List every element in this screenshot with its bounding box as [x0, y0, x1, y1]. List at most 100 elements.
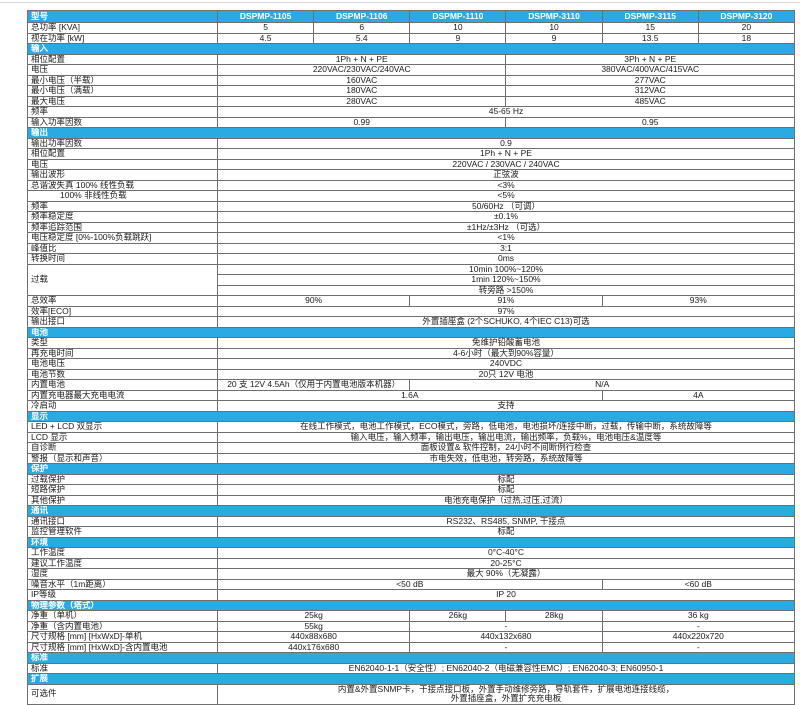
spec-value: 市电失效，低电池，转旁路，系统故障等	[217, 452, 795, 464]
spec-row: 噪音水平（1m距离） <50 dB <60 dB	[27, 578, 796, 590]
spec-value: 输入电压，输入频率，输出电压，输出电流，输出频率，负载%，电池电压&温度等	[217, 431, 795, 443]
spec-value: <3%	[217, 179, 795, 191]
spec-row: 过载 10min 100%~120%	[27, 263, 795, 296]
spec-value: 内置&外置SNMP卡，干接点接口板，外置手动维修旁路，导轨套件，扩展电池连接线缆…	[217, 683, 795, 705]
spec-value: 15	[601, 22, 699, 34]
spec-row: 最大电压 280VAC 485VAC	[27, 95, 795, 107]
spec-value: 280VAC	[216, 95, 507, 107]
row-label: 可选件	[27, 683, 218, 705]
spec-value: 312VAC	[505, 85, 795, 97]
spec-row: 建议工作温度 20-25°C	[27, 557, 795, 569]
section-title: 扩展	[27, 673, 795, 685]
spec-value: ±0.1%	[217, 211, 795, 223]
spec-row: 内置电池 20 支 12V 4.5Ah（仅用于内置电池版本机器） N/A	[27, 379, 795, 391]
spec-row: 输出波形 正弦波	[27, 169, 795, 181]
row-label: 建议工作温度	[27, 557, 218, 569]
spec-value: 25kg	[216, 610, 411, 622]
row-label: 内置充电器最大充电电流	[27, 389, 218, 401]
row-label: 警报（显示和声音）	[27, 452, 218, 464]
spec-value: <1%	[217, 232, 795, 244]
spec-value: 标配	[217, 473, 795, 485]
spec-value: 20 支 12V 4.5Ah（仅用于内置电池版本机器）	[216, 379, 411, 391]
spec-value: 26kg	[409, 610, 507, 622]
row-label: 内置电池	[27, 379, 218, 391]
spec-row: 可选件 内置&外置SNMP卡，干接点接口板，外置手动维修旁路，导轨套件，扩展电池连…	[27, 683, 795, 705]
spec-value: 10	[409, 22, 507, 34]
spec-row: LED + LCD 双显示 在线工作模式，电池工作模式，ECO模式，旁路，低电池，…	[27, 421, 795, 433]
spec-row: 冷启动 支持	[27, 400, 795, 412]
spec-value: 1.6A	[217, 389, 603, 401]
spec-value: 1min 120%~150%	[217, 274, 795, 286]
spec-row: LCD 显示 输入电压，输入频率，输出电压，输出电流，输出频率，负载%，电池电压&…	[27, 431, 795, 443]
spec-row: 最小电压（半载） 160VAC 277VAC	[27, 74, 795, 86]
row-label: 转换时间	[27, 253, 218, 265]
model-name: DSPMP-3115	[601, 10, 699, 23]
spec-table-container: 型号 DSPMP-1105 DSPMP-1106 DSPMP-1110 DSPMP-31…	[27, 10, 796, 705]
spec-value: -	[601, 641, 796, 653]
spec-row: 频率 45-65 Hz	[27, 106, 795, 118]
spec-value: 3Ph + N + PE	[505, 53, 795, 65]
row-label: 尺寸规格 [mm] [HxWxD]-含内置电池	[27, 641, 218, 653]
spec-value: 最大 90%（无凝露）	[217, 568, 795, 580]
spec-row: 电压稳定度 [0%-100%负载跳跃] <1%	[27, 232, 795, 244]
page-top-divider	[0, 2, 800, 3]
row-label: 湿度	[27, 568, 218, 580]
spec-value: 50/60Hz （可调）	[217, 200, 795, 212]
spec-value: 9	[409, 32, 507, 44]
spec-value: 支持	[217, 400, 795, 412]
spec-value: 5	[216, 22, 315, 34]
section-title: 标准	[27, 652, 795, 664]
row-label: 净重（单机）	[27, 610, 218, 622]
spec-value: 3:1	[217, 242, 795, 254]
row-label: 输出波形	[27, 169, 218, 181]
spec-value: 0.9	[217, 137, 795, 149]
section-title: 保护	[27, 463, 795, 475]
spec-row: 其他保护 电池充电保护（过热,过压,过流）	[27, 494, 795, 506]
row-label: 电压	[27, 64, 218, 76]
spec-row: 相位配置 1Ph + N + PE	[27, 148, 795, 160]
section-row: 环境	[27, 536, 795, 548]
spec-row: 电池电压 240VDC	[27, 358, 795, 370]
spec-value: 20	[697, 22, 796, 34]
row-label: 其他保护	[27, 494, 218, 506]
spec-value: 0ms	[217, 253, 795, 265]
spec-value: 240VDC	[217, 358, 795, 370]
row-label: 自诊断	[27, 442, 218, 454]
spec-row: 标准 EN62040-1-1（安全性）; EN62040-2（电磁兼容性EMC）;…	[27, 662, 795, 674]
spec-value: -	[409, 641, 603, 653]
row-label: 峰值比	[27, 242, 218, 254]
spec-value: 97%	[217, 305, 795, 317]
spec-value: 5.4	[313, 32, 411, 44]
row-label: 输出功率因数	[27, 137, 218, 149]
spec-row: 电池节数 20只 12V 电池	[27, 368, 795, 380]
spec-row: 峰值比 3:1	[27, 242, 795, 254]
spec-value: 0.99	[216, 116, 507, 128]
spec-row: 工作温度 0°C-40°C	[27, 547, 795, 559]
row-label: 视在功率 [kW]	[27, 32, 218, 44]
row-label: 电压	[27, 158, 218, 170]
row-label: 噪音水平（1m距离）	[27, 578, 218, 590]
spec-row: 相位配置 1Ph + N + PE 3Ph + N + PE	[27, 53, 795, 65]
row-label: LED + LCD 双显示	[27, 421, 218, 433]
spec-value: 91%	[409, 295, 603, 307]
spec-value: 277VAC	[505, 74, 795, 86]
row-label: 电池电压	[27, 358, 218, 370]
spec-value: 9	[505, 32, 603, 44]
row-label: 相位配置	[27, 148, 218, 160]
row-label: 工作温度	[27, 547, 218, 559]
spec-row: 最小电压（满载） 180VAC 312VAC	[27, 85, 795, 97]
spec-value: 220VAC/230VAC/240VAC	[216, 64, 507, 76]
spec-row: 转换时间 0ms	[27, 253, 795, 265]
spec-value: 440x176x680	[216, 641, 411, 653]
spec-row: 过载保护 标配	[27, 473, 795, 485]
spec-value: 转旁路 >150%	[217, 284, 795, 296]
spec-value: 4A	[601, 389, 796, 401]
row-label: 标准	[27, 662, 218, 674]
spec-value: 220VAC / 230VAC / 240VAC	[217, 158, 795, 170]
spec-value: <50 dB	[217, 578, 603, 590]
spec-value: N/A	[409, 379, 795, 391]
row-label: 最大电压	[27, 95, 218, 107]
row-label: 再充电时间	[27, 347, 218, 359]
spec-value: 在线工作模式，电池工作模式，ECO模式，旁路，低电池，电池损坏/连接中断，过载，…	[217, 421, 795, 433]
